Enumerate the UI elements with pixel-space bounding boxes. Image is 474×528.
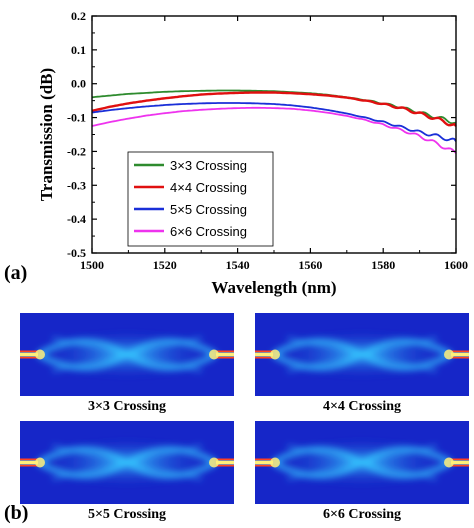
y-tick-label: -0.4 bbox=[67, 212, 86, 226]
field-distribution bbox=[20, 421, 234, 504]
x-axis-label: Wavelength (nm) bbox=[211, 278, 336, 297]
y-tick-label: 0.1 bbox=[71, 43, 86, 57]
simulation-caption: 6×6 Crossing bbox=[322, 507, 402, 522]
y-tick-label: 0.2 bbox=[71, 9, 86, 23]
field-distribution bbox=[255, 313, 469, 396]
y-tick-label: -0.1 bbox=[67, 111, 86, 125]
x-tick-label: 1560 bbox=[298, 258, 322, 272]
y-tick-label: 0.0 bbox=[71, 77, 86, 91]
simulation-image-6x6 bbox=[255, 421, 469, 504]
x-tick-label: 1520 bbox=[153, 258, 177, 272]
series-line-6x6 bbox=[91, 106, 457, 154]
x-tick-label: 1600 bbox=[444, 258, 468, 272]
simulation-caption: 4×4 Crossing bbox=[322, 399, 402, 414]
y-tick-label: -0.5 bbox=[67, 246, 86, 260]
transmission-chart: 1500 1520 1540 1560 1580 1600 0.2 0.1 0.0 -0.1 -0.… bbox=[37, 9, 468, 297]
y-tick-label: -0.3 bbox=[67, 178, 86, 192]
x-tick-label: 1500 bbox=[80, 258, 104, 272]
series-line-5x5 bbox=[91, 102, 457, 142]
legend-label: 4×4 Crossing bbox=[170, 180, 247, 195]
legend-box bbox=[127, 151, 274, 247]
simulation-caption: 3×3 Crossing bbox=[87, 399, 167, 414]
panel-b-label: (b) bbox=[4, 502, 29, 524]
simulation-image-5x5 bbox=[20, 421, 234, 504]
panel-a-label: (a) bbox=[4, 262, 28, 284]
legend-label: 5×5 Crossing bbox=[170, 202, 247, 217]
legend-label: 6×6 Crossing bbox=[170, 224, 247, 239]
y-axis-label: Transmission (dB) bbox=[37, 68, 56, 201]
simulation-image-3x3 bbox=[20, 313, 234, 396]
field-distribution bbox=[20, 313, 234, 396]
y-tick-label: -0.2 bbox=[67, 144, 86, 158]
series-line-4x4 bbox=[91, 91, 457, 127]
legend-label: 3×3 Crossing bbox=[170, 158, 247, 173]
x-tick-label: 1540 bbox=[226, 258, 250, 272]
simulation-caption: 5×5 Crossing bbox=[87, 507, 167, 522]
x-tick-label: 1580 bbox=[371, 258, 395, 272]
field-distribution bbox=[255, 421, 469, 504]
simulation-image-4x4 bbox=[255, 313, 469, 396]
